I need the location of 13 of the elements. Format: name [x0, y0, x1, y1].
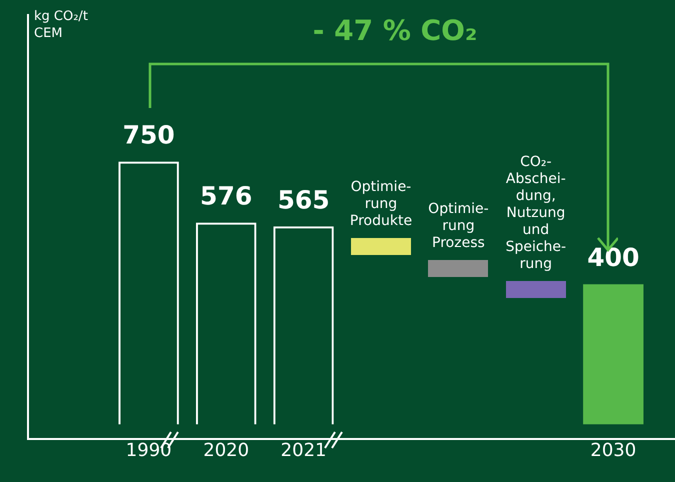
x-tick-label: 2021: [280, 440, 326, 461]
x-tick-label: 2030: [590, 440, 636, 461]
text: kg CO₂/t CEM: [34, 8, 89, 42]
data-label: 400: [587, 243, 640, 272]
x-tick-label: 2020: [203, 440, 250, 461]
data-label: 565: [277, 185, 330, 214]
annotation: Optimie- rung Prozess: [427, 201, 490, 252]
data-label: 750: [122, 120, 175, 150]
data-label: 576: [200, 182, 252, 211]
annotation: CO₂- Abschei- dung, Nutzung und Speiche- rung: [504, 154, 568, 273]
bar: [583, 284, 644, 424]
annotation: Optimie- rung Produkte: [348, 179, 414, 230]
chart-title: - 47 % CO₂: [312, 14, 478, 47]
